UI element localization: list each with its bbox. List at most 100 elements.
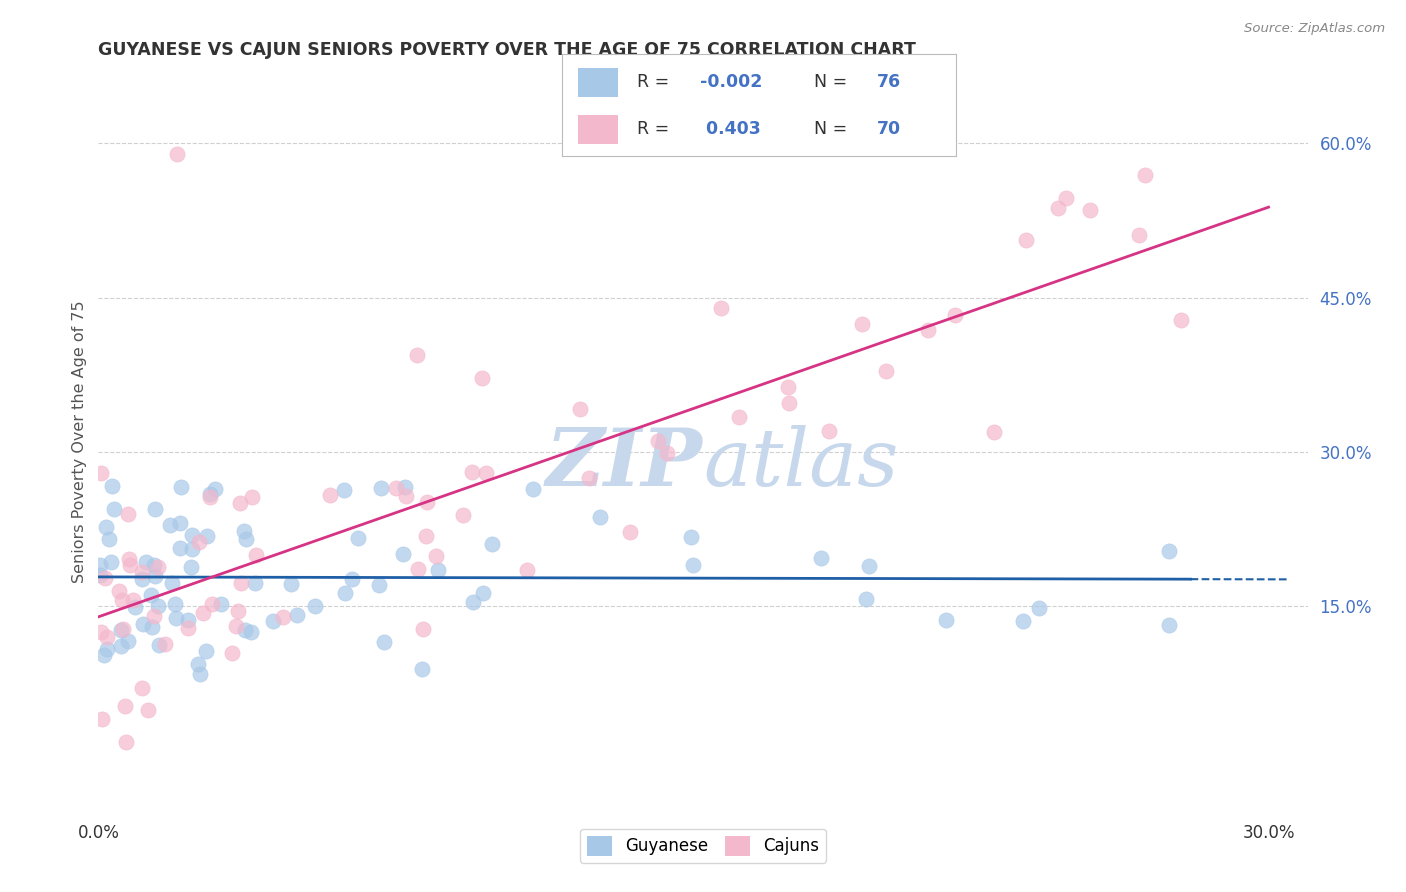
Point [262, 614, 284, 628]
Point [1170, 312, 1192, 326]
Point [181, 528, 204, 542]
Point [427, 563, 450, 577]
Point [131, 572, 153, 586]
Point [170, 480, 193, 494]
Point [578, 471, 600, 485]
Point [195, 529, 218, 543]
Point [1054, 191, 1077, 205]
Point [619, 525, 641, 540]
Text: N =: N = [814, 73, 853, 91]
Point [198, 486, 221, 500]
Point [191, 606, 214, 620]
Point [148, 639, 170, 653]
Point [319, 488, 342, 502]
Point [93, 648, 115, 662]
Point [94, 520, 117, 534]
Point [141, 620, 163, 634]
Point [166, 146, 188, 161]
Point [411, 662, 433, 676]
Point [810, 550, 832, 565]
Point [776, 380, 799, 394]
Point [153, 637, 176, 651]
Point [131, 566, 153, 580]
Point [135, 555, 157, 569]
Text: -0.002: -0.002 [700, 73, 762, 91]
Point [657, 446, 679, 460]
Point [416, 495, 439, 509]
Point [169, 541, 191, 555]
Text: R =: R = [637, 73, 675, 91]
Point [395, 489, 418, 503]
Point [304, 599, 326, 614]
Point [100, 555, 122, 569]
Point [385, 482, 408, 496]
Text: ZIP: ZIP [546, 425, 703, 502]
Point [817, 425, 839, 439]
Point [1128, 227, 1150, 242]
Text: 70: 70 [877, 120, 901, 138]
Point [159, 517, 181, 532]
Point [108, 583, 131, 598]
Point [235, 532, 257, 546]
Text: R =: R = [637, 120, 675, 138]
Point [110, 593, 132, 607]
Point [394, 480, 416, 494]
Point [110, 623, 132, 637]
Point [226, 604, 249, 618]
Point [94, 570, 117, 584]
Point [1133, 168, 1156, 182]
Point [143, 569, 166, 583]
Text: 0.403: 0.403 [700, 120, 761, 138]
Point [146, 599, 169, 614]
Point [1015, 233, 1038, 247]
Point [143, 558, 166, 572]
Point [221, 646, 243, 660]
Text: N =: N = [814, 120, 853, 138]
Point [117, 633, 139, 648]
Point [225, 618, 247, 632]
Point [142, 609, 165, 624]
Point [983, 425, 1005, 439]
Point [588, 510, 610, 524]
Point [415, 529, 437, 543]
Bar [578, 68, 617, 96]
Point [405, 348, 427, 362]
Point [198, 490, 221, 504]
Point [392, 547, 415, 561]
Point [1078, 203, 1101, 218]
Point [245, 548, 267, 562]
Point [370, 481, 392, 495]
Point [229, 496, 252, 510]
Point [471, 370, 494, 384]
Point [124, 599, 146, 614]
Point [340, 572, 363, 586]
Point [280, 577, 302, 591]
Point [461, 466, 484, 480]
Point [451, 508, 474, 522]
Point [710, 301, 733, 315]
Point [333, 483, 356, 498]
Point [243, 575, 266, 590]
Point [472, 586, 495, 600]
Point [917, 323, 939, 337]
Point [181, 542, 204, 557]
Point [1157, 544, 1180, 558]
Text: atlas: atlas [703, 425, 898, 502]
Point [139, 588, 162, 602]
Point [165, 611, 187, 625]
Point [114, 699, 136, 714]
Point [89, 558, 111, 572]
Text: Source: ZipAtlas.com: Source: ZipAtlas.com [1244, 22, 1385, 36]
Point [96, 642, 118, 657]
Point [131, 681, 153, 695]
Point [90, 466, 112, 480]
Point [287, 608, 309, 623]
Point [117, 552, 139, 566]
Point [229, 576, 252, 591]
Point [101, 478, 124, 492]
Point [875, 364, 897, 378]
Point [204, 482, 226, 496]
Point [1157, 618, 1180, 632]
Point [1028, 600, 1050, 615]
Point [169, 516, 191, 530]
